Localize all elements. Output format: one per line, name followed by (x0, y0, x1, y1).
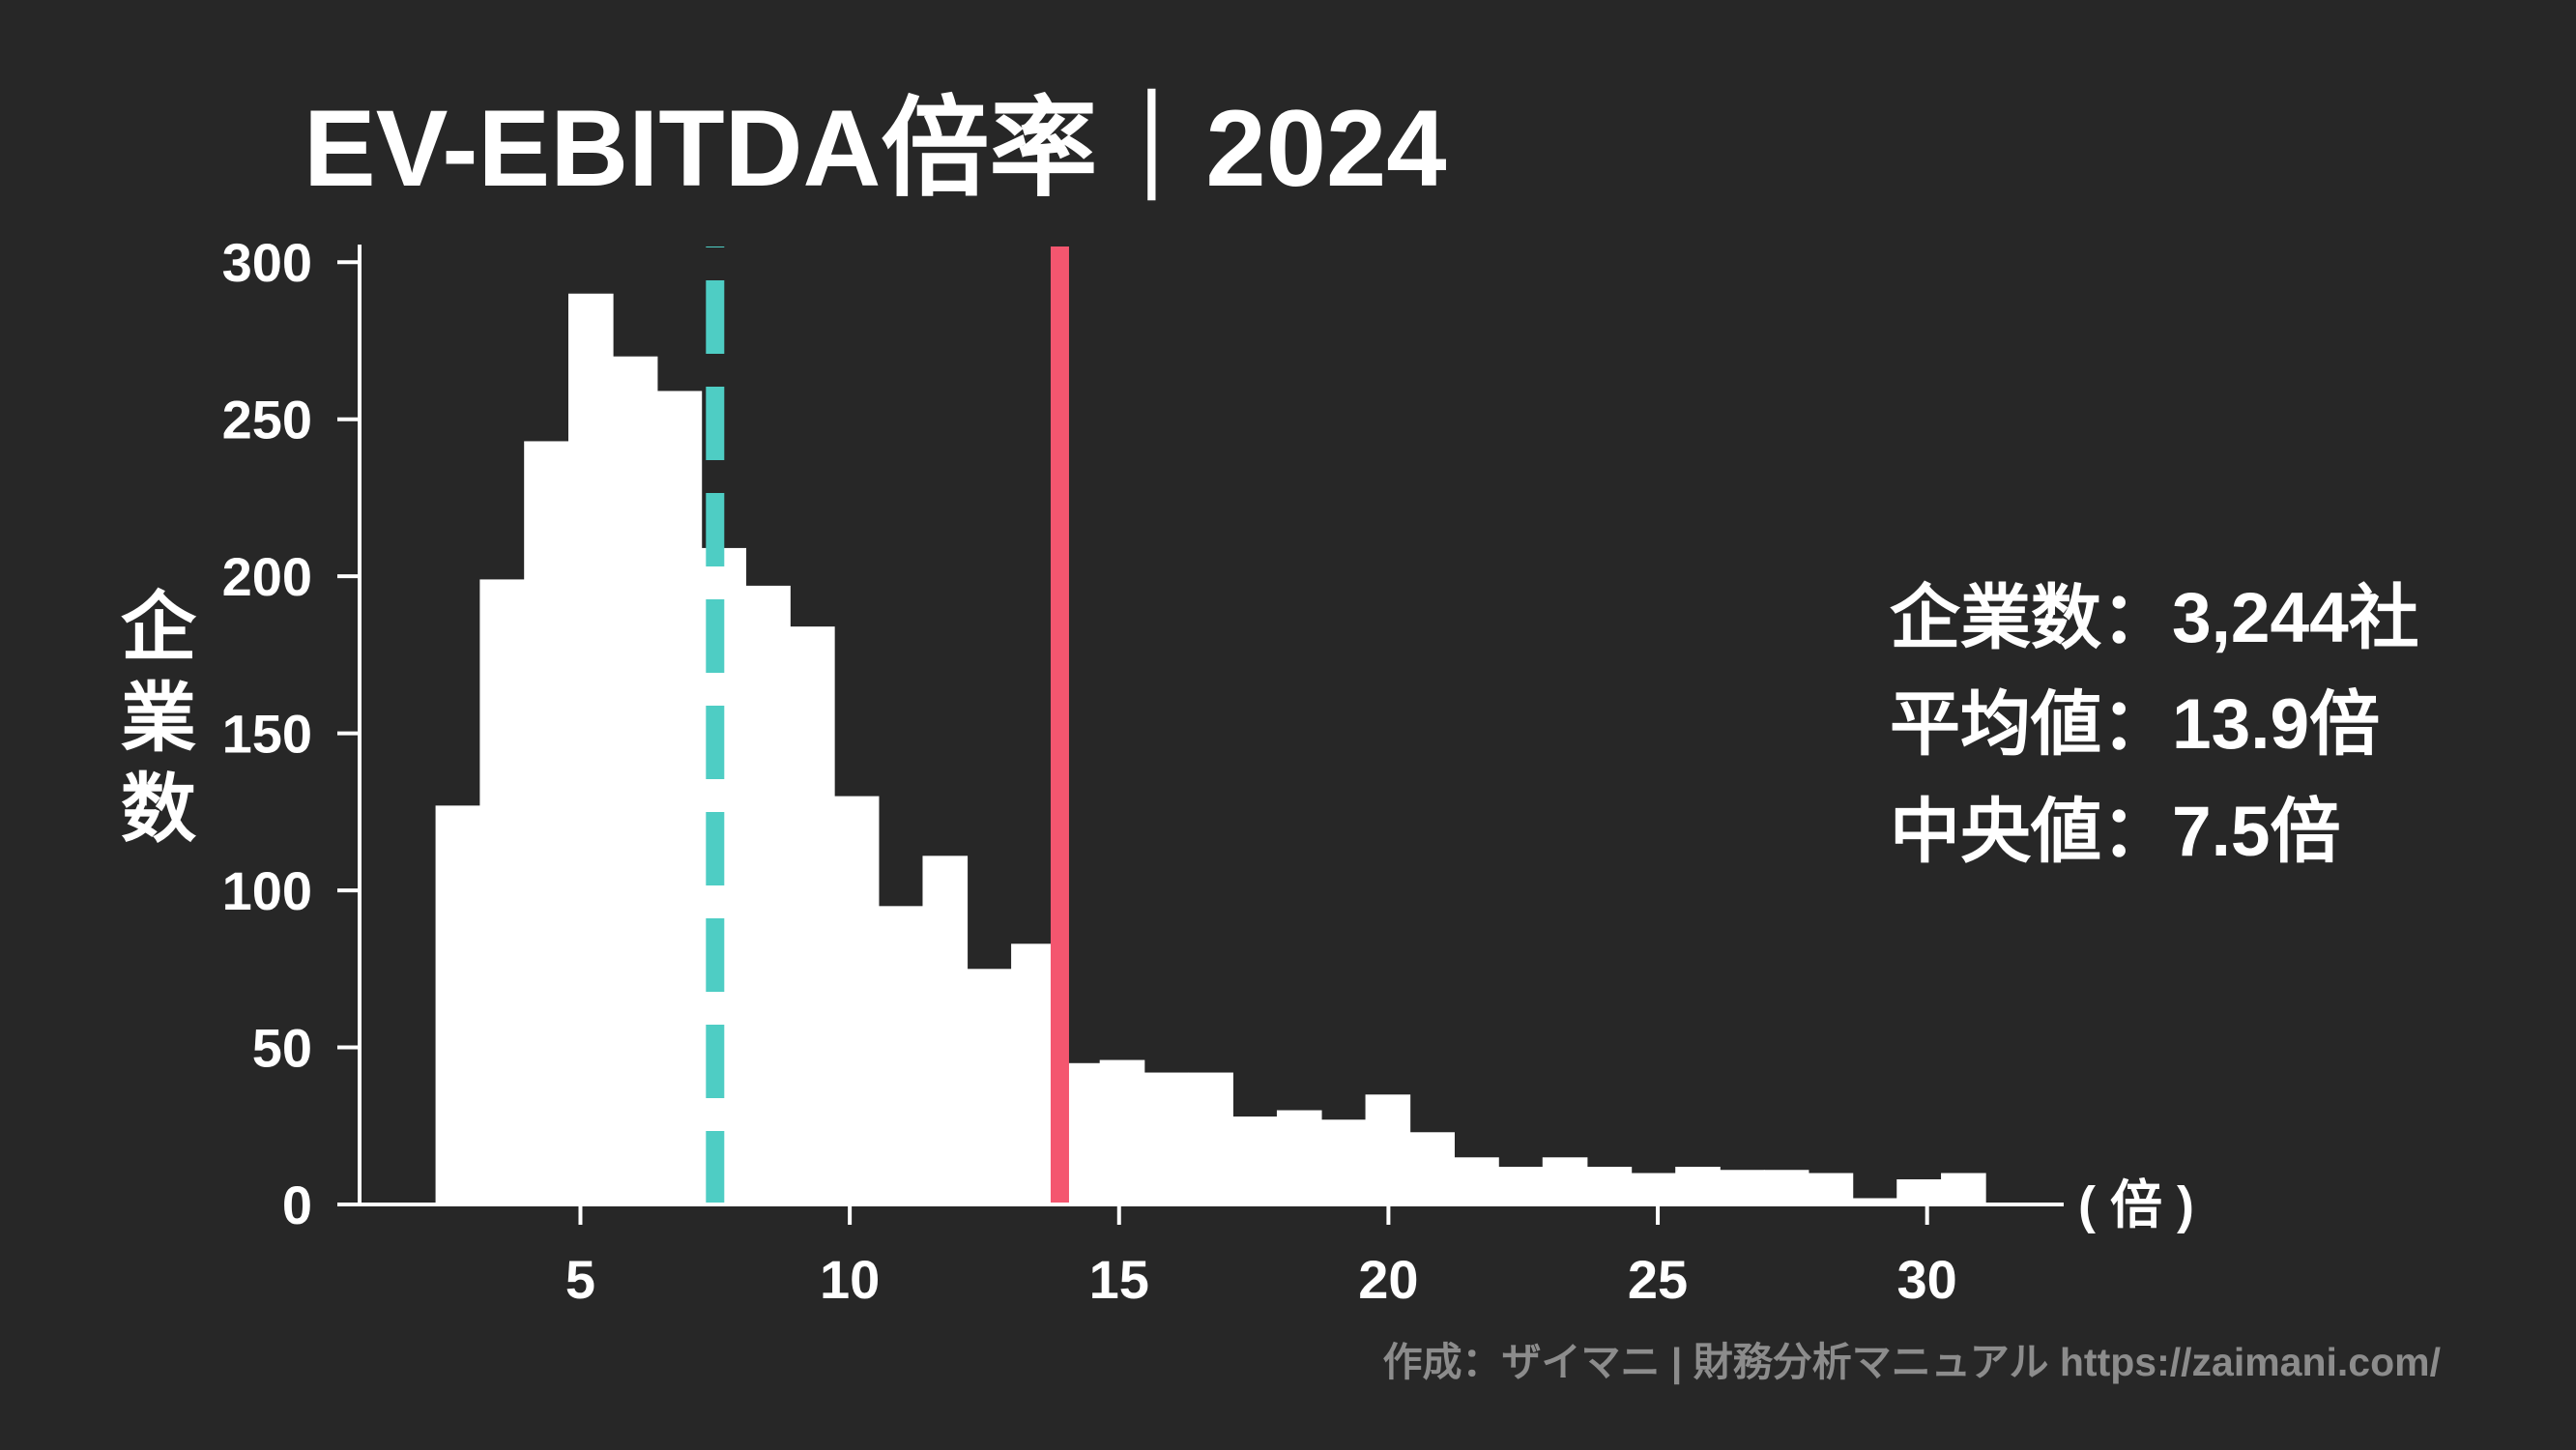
histogram-bar (1143, 1072, 1190, 1204)
histogram-bar (479, 579, 525, 1204)
histogram-bar (1542, 1157, 1588, 1204)
histogram-bar (1675, 1167, 1721, 1204)
stat-company-count: 企業数：3,244社 (1890, 579, 2419, 657)
x-tick-label: 5 (565, 1249, 595, 1310)
y-tick-label: 50 (252, 1018, 312, 1079)
histogram-bar (524, 441, 569, 1204)
histogram-bar (612, 356, 658, 1204)
histogram-bar (1941, 1173, 1986, 1204)
histogram-bar (745, 585, 791, 1204)
histogram-bar (1808, 1173, 1854, 1204)
x-axis-unit-label: ( 倍 ) (2078, 1176, 2194, 1234)
x-tick-label: 25 (1628, 1249, 1688, 1310)
histogram-bar (1409, 1132, 1455, 1204)
histogram-bar (1896, 1179, 1942, 1204)
y-axis-ticks: 0 50 100 150 200 250 300 (222, 232, 360, 1235)
histogram-bar (435, 805, 481, 1204)
x-tick-label: 20 (1358, 1249, 1418, 1310)
credit-text: 作成：ザイマニ | 財務分析マニュアル https://zaimani.com/ (1382, 1340, 2441, 1384)
y-tick-label: 100 (222, 860, 312, 921)
histogram-bar (1011, 943, 1056, 1204)
stat-separator: ： (2101, 793, 2172, 871)
y-tick-label: 300 (222, 232, 312, 293)
histogram-bar (1320, 1119, 1367, 1204)
y-tick-label: 0 (282, 1174, 312, 1235)
histogram-bar (1497, 1167, 1544, 1204)
x-axis-ticks: 5 10 15 20 25 30 (565, 1204, 1957, 1310)
histogram-bar (1763, 1170, 1809, 1204)
stat-separator: ： (2101, 579, 2172, 657)
histogram-bar (1276, 1110, 1322, 1204)
histogram-bar (878, 906, 924, 1204)
histogram-bar (1365, 1094, 1411, 1204)
stat-label: 中央値 (1890, 793, 2101, 871)
y-tick-label: 200 (222, 546, 312, 607)
chart-title: EV-EBITDA倍率｜2024 (304, 88, 1447, 209)
stat-label: 平均値 (1890, 685, 2101, 764)
y-axis-label: 企業数 (110, 587, 195, 859)
reference-lines (706, 246, 1069, 1204)
x-tick-label: 15 (1089, 1249, 1149, 1310)
stat-value: 3,244社 (2172, 579, 2419, 657)
x-tick-label: 30 (1897, 1249, 1957, 1310)
y-tick-label: 150 (222, 704, 312, 765)
histogram-bar (1720, 1170, 1765, 1204)
histogram-bar (922, 856, 969, 1204)
stat-median: 中央値：7.5倍 (1890, 793, 2340, 871)
histogram-bar (1586, 1167, 1633, 1204)
stat-mean: 平均値：13.9倍 (1890, 685, 2380, 764)
histogram-bar (1188, 1072, 1233, 1204)
histogram-bar (656, 391, 703, 1204)
histogram-bar (833, 796, 880, 1204)
histogram-bar (1852, 1198, 1898, 1204)
histogram-bar (568, 293, 614, 1205)
histogram-bar (1232, 1116, 1278, 1204)
histogram-bar (967, 969, 1012, 1204)
stats-legend: 企業数：3,244社 平均値：13.9倍 中央値：7.5倍 (1890, 579, 2419, 871)
histogram-bar (790, 626, 835, 1204)
histogram-bar (1099, 1059, 1145, 1204)
stat-label: 企業数 (1890, 579, 2101, 657)
stat-value: 13.9倍 (2172, 685, 2380, 764)
stat-value: 7.5倍 (2172, 793, 2340, 871)
stat-separator: ： (2101, 685, 2172, 764)
x-tick-label: 10 (820, 1249, 880, 1310)
axes: 0 50 100 150 200 250 300 5 10 15 20 25 30 (222, 232, 2064, 1310)
histogram-bar (1631, 1173, 1677, 1204)
histogram-bar (1454, 1157, 1499, 1204)
y-tick-label: 250 (222, 390, 312, 450)
